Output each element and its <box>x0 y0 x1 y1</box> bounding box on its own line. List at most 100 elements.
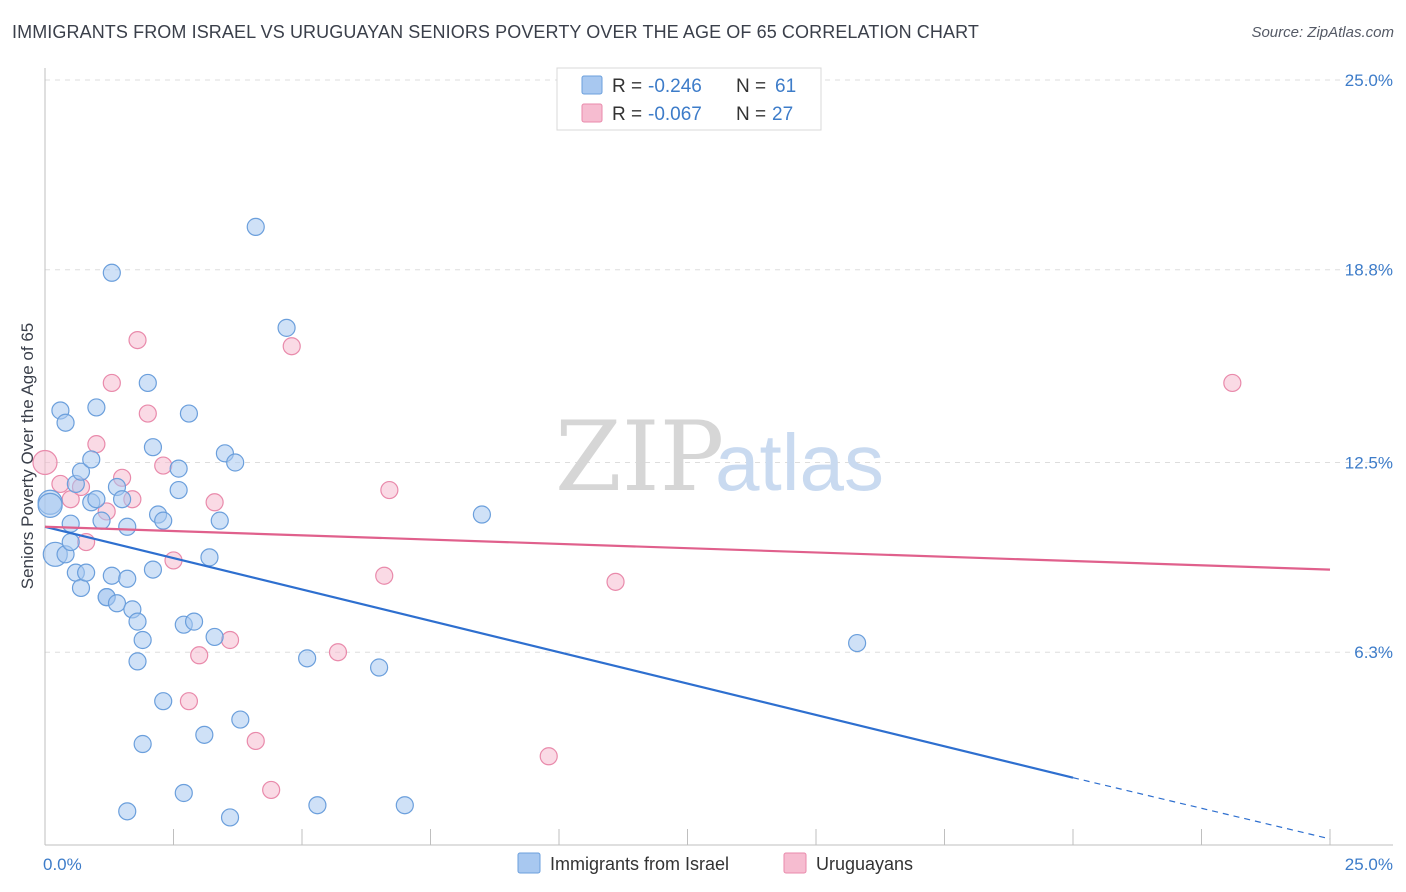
uruguayans-point-19 <box>262 780 281 800</box>
uruguayans-trend-line <box>44 525 1331 571</box>
israel-point-50 <box>277 318 296 337</box>
legend-swatch-uruguayans <box>581 103 603 123</box>
israel-point-51 <box>298 649 317 668</box>
uruguayans-point-12 <box>154 456 173 475</box>
y-tick-label-2: 18.8% <box>1345 261 1393 280</box>
legend-swatch-israel <box>581 75 603 95</box>
source-label: Source: ZipAtlas.com <box>1251 24 1394 41</box>
bottom-legend: Immigrants from Israel Uruguayans <box>517 852 913 874</box>
israel-point-37 <box>169 459 188 478</box>
israel-point-60 <box>37 492 63 518</box>
israel-point-30 <box>133 734 152 754</box>
legend-r-value-israel: -0.246 <box>648 76 702 97</box>
israel-point-59 <box>220 808 240 827</box>
israel-point-23 <box>112 490 132 509</box>
uruguayans-point-1 <box>51 474 70 494</box>
y-axis-label: Seniors Poverty Over the Age of 65 <box>18 323 37 589</box>
israel-point-48 <box>231 710 250 729</box>
israel-trend-extension <box>1072 777 1331 840</box>
y-tick-labels: 6.3% 12.5% 18.8% 25.0% <box>1345 71 1393 662</box>
uruguayans-point-0 <box>32 449 58 476</box>
israel-point-20 <box>102 566 121 585</box>
chart-title: IMMIGRANTS FROM ISRAEL VS URUGUAYAN SENI… <box>12 22 979 42</box>
uruguayans-point-14 <box>179 692 199 711</box>
uruguayans-point-5 <box>87 435 106 454</box>
israel-point-3 <box>56 413 75 432</box>
legend-r-label-israel: R = <box>612 76 642 97</box>
israel-point-19 <box>102 263 121 282</box>
israel-point-29 <box>133 630 152 650</box>
uruguayans-point-21 <box>328 643 348 662</box>
israel-point-31 <box>138 373 157 393</box>
israel-point-36 <box>154 692 173 711</box>
israel-point-41 <box>184 612 204 631</box>
uruguayans-point-17 <box>220 630 240 650</box>
israel-points <box>37 217 867 827</box>
israel-point-56 <box>848 633 867 653</box>
israel-point-38 <box>169 480 188 500</box>
x-tick-max: 25.0% <box>1345 855 1393 874</box>
uruguayans-point-16 <box>205 493 224 512</box>
uruguayans-point-15 <box>190 646 209 665</box>
israel-point-32 <box>143 438 163 457</box>
israel-point-9 <box>71 462 91 481</box>
israel-point-40 <box>179 404 199 423</box>
uruguayans-point-11 <box>138 404 157 423</box>
watermark-atlas: atlas <box>715 418 884 507</box>
israel-point-6 <box>61 532 80 552</box>
uruguayans-point-10 <box>128 331 147 350</box>
israel-point-14 <box>87 398 106 417</box>
israel-point-47 <box>226 453 245 472</box>
israel-point-33 <box>143 560 163 579</box>
legend-r-label-uruguayans: R = <box>612 104 642 125</box>
israel-point-15 <box>87 490 106 509</box>
israel-point-49 <box>246 217 265 236</box>
uruguayans-point-23 <box>380 480 399 500</box>
trend-lines <box>44 525 1331 840</box>
israel-point-28 <box>128 652 147 671</box>
y-tick-label-0: 6.3% <box>1354 643 1393 662</box>
uruguayans-point-20 <box>282 337 301 356</box>
legend-n-value-israel: 61 <box>775 76 796 97</box>
uruguayans-point-26 <box>1223 373 1242 393</box>
israel-point-24 <box>118 517 137 536</box>
legend-n-label-israel: N = <box>736 76 766 97</box>
israel-point-25 <box>118 569 137 588</box>
x-tick-min: 0.0% <box>43 855 82 874</box>
top-legend: R = -0.246 N = 61 R = -0.067 N = 27 <box>556 67 822 131</box>
legend-n-value-uruguayans: 27 <box>772 104 793 125</box>
grid-lines <box>45 79 1393 653</box>
israel-point-12 <box>82 450 101 469</box>
uruguayans-point-18 <box>246 731 265 751</box>
israel-point-16 <box>92 511 111 530</box>
y-tick-label-3: 25.0% <box>1345 71 1393 90</box>
bottom-legend-label-israel: Immigrants from Israel <box>550 854 729 874</box>
uruguayans-point-7 <box>102 373 121 393</box>
bottom-legend-label-uruguayans: Uruguayans <box>816 854 913 874</box>
uruguayans-point-25 <box>606 572 625 591</box>
uruguayans-points <box>32 331 1242 800</box>
israel-point-57 <box>118 802 137 821</box>
israel-point-42 <box>195 725 214 744</box>
israel-point-53 <box>370 658 389 677</box>
israel-point-45 <box>210 511 229 530</box>
israel-point-54 <box>395 796 414 815</box>
y-tick-label-1: 12.5% <box>1345 454 1393 473</box>
israel-point-5 <box>61 514 80 533</box>
israel-trend-line <box>44 525 1074 779</box>
israel-point-52 <box>308 796 327 815</box>
israel-point-35 <box>154 511 173 530</box>
bottom-legend-swatch-uruguayans <box>783 852 807 874</box>
legend-r-value-uruguayans: -0.067 <box>648 104 702 125</box>
israel-point-22 <box>107 594 127 613</box>
bottom-legend-swatch-israel <box>517 852 541 874</box>
watermark-zip: ZIP <box>555 401 724 513</box>
uruguayans-point-22 <box>375 566 394 585</box>
israel-point-11 <box>77 563 96 582</box>
israel-point-43 <box>200 548 219 567</box>
israel-point-27 <box>128 612 147 631</box>
israel-point-10 <box>71 578 91 598</box>
israel-point-55 <box>472 505 491 524</box>
legend-n-label-uruguayans: N = <box>736 104 766 125</box>
